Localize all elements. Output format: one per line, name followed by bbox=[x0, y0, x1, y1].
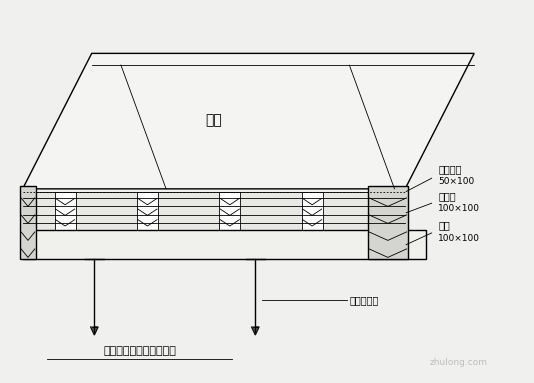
Text: 次梁木: 次梁木 bbox=[438, 191, 456, 201]
Text: 竹胶: 竹胶 bbox=[206, 113, 222, 127]
Polygon shape bbox=[22, 53, 474, 189]
Text: 主棁: 主棁 bbox=[438, 221, 450, 231]
Bar bbox=[219, 192, 240, 230]
Polygon shape bbox=[252, 327, 259, 335]
Bar bbox=[137, 192, 158, 230]
Text: 100×100: 100×100 bbox=[438, 234, 480, 243]
Bar bbox=[22, 230, 426, 260]
Bar bbox=[20, 186, 36, 260]
Text: 补缝木条: 补缝木条 bbox=[438, 164, 461, 174]
Bar bbox=[368, 186, 408, 260]
Bar bbox=[54, 192, 76, 230]
Text: 可调早拆头: 可调早拆头 bbox=[349, 295, 379, 305]
Bar bbox=[302, 192, 323, 230]
Bar bbox=[22, 192, 405, 230]
Text: zhulong.com: zhulong.com bbox=[429, 358, 487, 367]
Text: 50×100: 50×100 bbox=[438, 177, 474, 187]
Text: 100×100: 100×100 bbox=[438, 204, 480, 213]
Polygon shape bbox=[91, 327, 98, 335]
Text: 楼面早拆体系支模示意图: 楼面早拆体系支模示意图 bbox=[103, 346, 176, 356]
